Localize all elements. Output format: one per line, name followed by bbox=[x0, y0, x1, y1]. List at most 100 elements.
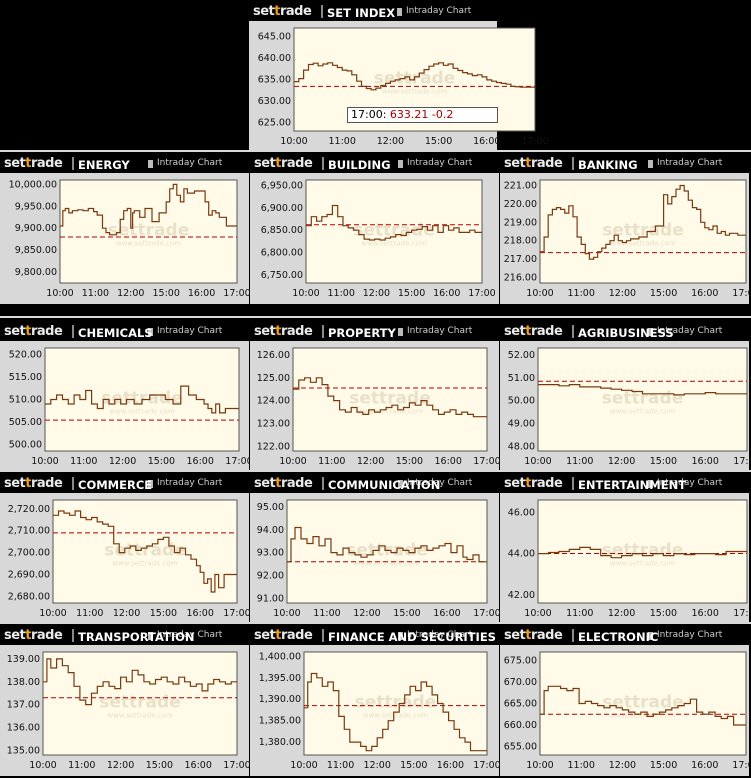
x-tick-label: 11:00 bbox=[327, 760, 354, 771]
x-tick-label: 12:00 bbox=[107, 760, 134, 771]
logo-text: t bbox=[25, 476, 31, 491]
y-tick-label: 9,900.00 bbox=[15, 223, 57, 234]
y-tick-label: 2,700.00 bbox=[8, 548, 50, 559]
header-separator bbox=[572, 157, 574, 170]
intraday-chart-badge[interactable]: Intraday Chart bbox=[398, 158, 491, 170]
badge-marker-icon bbox=[148, 632, 153, 640]
x-tick-label: 17:00 bbox=[223, 288, 250, 299]
logo-text: t bbox=[275, 324, 281, 339]
header-separator bbox=[72, 477, 74, 490]
y-tick-label: 6,850.00 bbox=[261, 225, 303, 236]
y-tick-label: 52.00 bbox=[508, 350, 535, 361]
badge-label: Intraday Chart bbox=[157, 326, 223, 336]
y-tick-label: 91.00 bbox=[257, 593, 284, 604]
index-series-line bbox=[538, 384, 747, 396]
intraday-chart-badge[interactable]: Intraday Chart bbox=[148, 158, 241, 170]
x-tick-label: 12:00 bbox=[608, 608, 635, 619]
y-tick-label: 44.00 bbox=[508, 549, 535, 560]
x-tick-label: 17:00 bbox=[733, 456, 751, 467]
logo-text: rade bbox=[531, 476, 563, 491]
logo-text: t bbox=[275, 628, 281, 643]
y-tick-label: 505.00 bbox=[9, 417, 42, 428]
watermark-subtext: www.settrade.com bbox=[354, 560, 419, 568]
x-tick-label: 11:00 bbox=[68, 760, 95, 771]
watermark-text: settrade bbox=[104, 541, 185, 561]
intraday-chart-badge[interactable]: Intraday Chart bbox=[148, 630, 241, 642]
x-tick-label: 11:00 bbox=[566, 608, 593, 619]
x-tick-label: 10:00 bbox=[31, 456, 58, 467]
x-tick-label: 16:00 bbox=[692, 608, 719, 619]
index-series-line bbox=[294, 62, 535, 91]
x-tick-label: 10:00 bbox=[524, 608, 551, 619]
y-tick-label: 1,395.00 bbox=[259, 673, 301, 684]
intraday-chart-badge[interactable]: Intraday Chart bbox=[398, 630, 491, 642]
y-tick-label: 42.00 bbox=[508, 590, 535, 601]
logo-text: t bbox=[525, 156, 531, 171]
x-tick-label: 15:00 bbox=[650, 760, 677, 771]
chart-title: ELECTRONIC bbox=[578, 630, 659, 644]
header-separator bbox=[72, 325, 74, 338]
settrade-logo: settrade bbox=[254, 476, 313, 491]
badge-marker-icon bbox=[398, 480, 403, 488]
intraday-chart-badge[interactable]: Intraday Chart bbox=[148, 478, 241, 490]
panel-header: settrade Intraday Chart TRANSPORTATION bbox=[0, 626, 250, 645]
panel-header: settrade Intraday Chart PROPERTY bbox=[250, 322, 500, 341]
header-separator bbox=[322, 629, 324, 642]
intraday-chart-badge[interactable]: Intraday Chart bbox=[648, 326, 741, 338]
settrade-logo: settrade bbox=[504, 324, 563, 339]
x-tick-label: 17:00 bbox=[473, 456, 500, 467]
y-tick-label: 93.00 bbox=[257, 548, 284, 559]
settrade-logo: settrade bbox=[254, 628, 313, 643]
x-tick-label: 17:00 bbox=[732, 760, 751, 771]
x-tick-label: 17:00 bbox=[225, 456, 252, 467]
intraday-chart-badge[interactable]: Intraday Chart bbox=[397, 6, 490, 18]
plot-area bbox=[59, 179, 238, 284]
x-tick-label: 12:00 bbox=[357, 456, 384, 467]
x-tick-label: 16:00 bbox=[437, 760, 464, 771]
value-tooltip: 17:00: 633.21 -0.2 bbox=[347, 107, 498, 123]
y-tick-label: 95.00 bbox=[257, 502, 284, 513]
settrade-logo: settrade bbox=[504, 628, 563, 643]
y-tick-label: 94.00 bbox=[257, 525, 284, 536]
intraday-chart-badge[interactable]: Intraday Chart bbox=[648, 478, 741, 490]
x-tick-label: 11:00 bbox=[70, 456, 97, 467]
y-tick-label: 655.00 bbox=[504, 741, 537, 752]
badge-label: Intraday Chart bbox=[407, 326, 473, 336]
y-tick-label: 216.00 bbox=[504, 272, 537, 283]
x-tick-label: 11:00 bbox=[329, 136, 356, 147]
watermark-subtext: www.settrade.com bbox=[109, 408, 174, 416]
badge-marker-icon bbox=[648, 632, 653, 640]
logo-text: set bbox=[254, 324, 276, 339]
x-tick-label: 10:00 bbox=[46, 288, 73, 299]
intraday-chart-badge[interactable]: Intraday Chart bbox=[648, 158, 741, 170]
panel-header: settrade Intraday Chart BANKING bbox=[500, 154, 750, 173]
y-tick-label: 1,400.00 bbox=[259, 651, 301, 662]
intraday-chart-badge[interactable]: Intraday Chart bbox=[398, 326, 491, 338]
logo-text: set bbox=[4, 156, 26, 171]
panel-header: settrade Intraday Chart SET INDEX bbox=[249, 2, 498, 21]
intraday-chart-badge[interactable]: Intraday Chart bbox=[398, 478, 491, 490]
watermark-subtext: www.settrade.com bbox=[363, 712, 428, 720]
x-tick-label: 11:00 bbox=[313, 608, 340, 619]
y-tick-label: 2,710.00 bbox=[8, 526, 50, 537]
y-tick-label: 138.00 bbox=[7, 677, 40, 688]
plot-area bbox=[537, 347, 748, 452]
panel-header: settrade Intraday Chart CHEMICALS bbox=[0, 322, 250, 341]
chart-title: TRANSPORTATION bbox=[78, 630, 195, 644]
intraday-chart-badge[interactable]: Intraday Chart bbox=[148, 326, 241, 338]
y-tick-label: 124.00 bbox=[257, 396, 290, 407]
x-tick-label: 12:00 bbox=[353, 608, 380, 619]
watermark-subtext: www.settrade.com bbox=[610, 560, 675, 568]
y-tick-label: 2,680.00 bbox=[8, 591, 50, 602]
chart-svg: settradewww.settrade.com675.00670.00665.… bbox=[504, 651, 751, 771]
logo-text: set bbox=[4, 628, 26, 643]
panel-header: settrade Intraday Chart BUILDING bbox=[250, 154, 500, 173]
logo-text: t bbox=[25, 156, 31, 171]
logo-text: t bbox=[525, 476, 531, 491]
intraday-chart-badge[interactable]: Intraday Chart bbox=[648, 630, 741, 642]
chart-svg: settradewww.settrade.com221.00220.00219.… bbox=[504, 179, 751, 299]
y-tick-label: 10,000.00 bbox=[9, 179, 57, 190]
logo-text: t bbox=[275, 476, 281, 491]
